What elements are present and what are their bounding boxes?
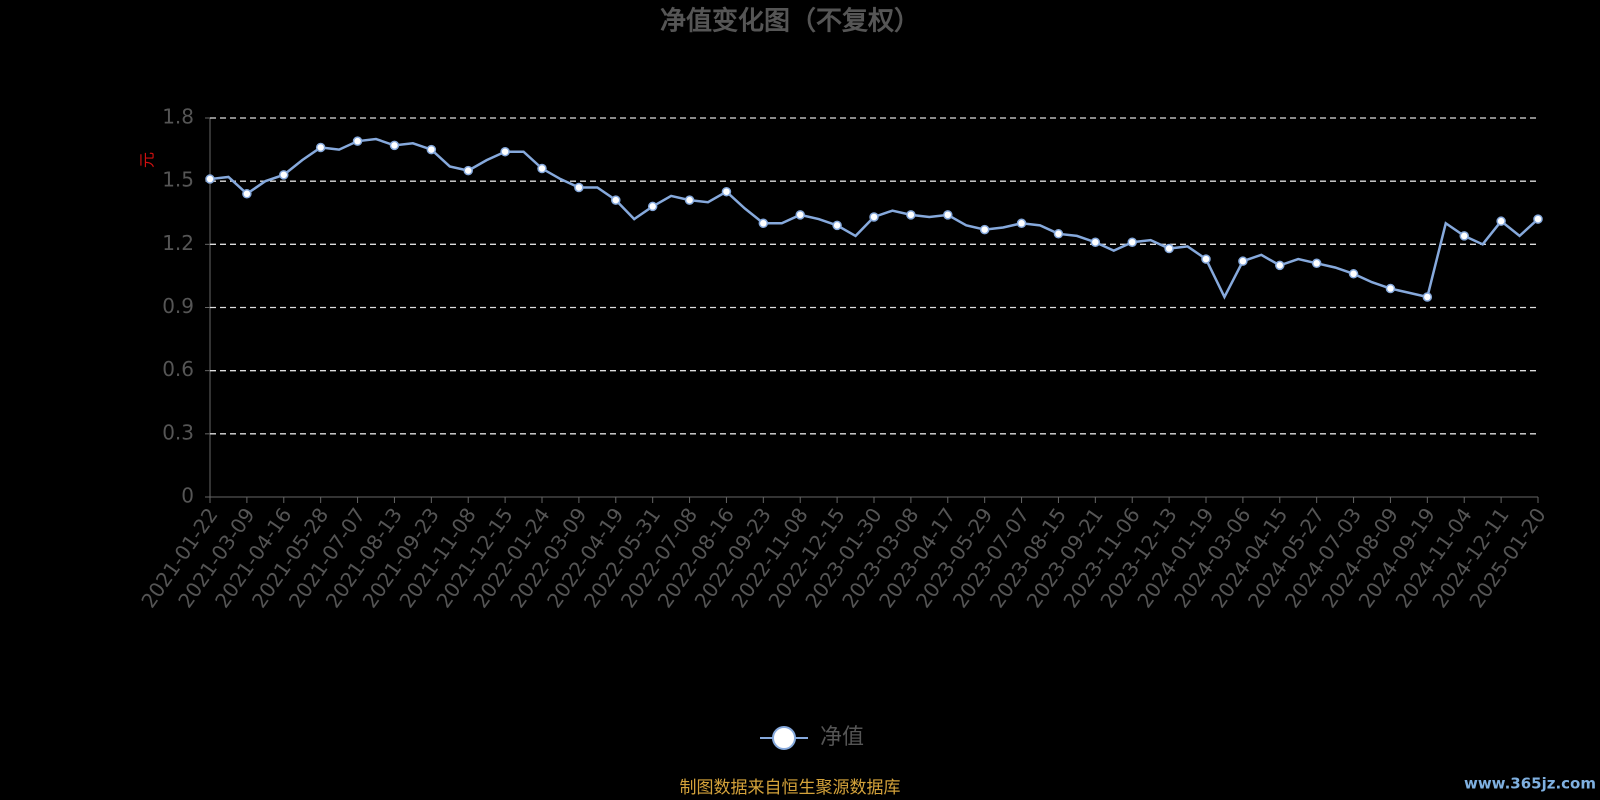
point bbox=[463, 165, 473, 176]
point bbox=[1533, 214, 1543, 224]
point bbox=[1238, 256, 1248, 266]
legend-label: 净值 bbox=[820, 725, 864, 750]
point bbox=[758, 218, 769, 229]
y-tick-label: 0 bbox=[181, 484, 194, 508]
point bbox=[795, 210, 805, 220]
y-tick-label: 1.8 bbox=[162, 105, 194, 129]
point bbox=[1422, 292, 1433, 302]
y-tick-label: 0.9 bbox=[162, 294, 194, 318]
point bbox=[1164, 243, 1174, 254]
point bbox=[906, 210, 916, 220]
point bbox=[426, 144, 437, 155]
point bbox=[1201, 254, 1211, 264]
point bbox=[1348, 269, 1359, 279]
point bbox=[869, 212, 879, 222]
legend-symbol bbox=[772, 726, 796, 750]
y-tick-label: 0.6 bbox=[162, 357, 194, 381]
point bbox=[500, 146, 510, 157]
source-note: 制图数据来自恒生聚源数据库 bbox=[680, 778, 901, 798]
point bbox=[279, 170, 289, 180]
point bbox=[611, 195, 621, 205]
y-tick-label: 1.5 bbox=[162, 168, 194, 192]
y-tick-label: 0.3 bbox=[162, 420, 194, 444]
y-axis-label: 元 bbox=[138, 152, 157, 168]
point bbox=[1090, 237, 1101, 247]
point bbox=[205, 174, 215, 184]
point bbox=[574, 182, 584, 193]
point bbox=[1385, 283, 1396, 294]
point bbox=[979, 224, 990, 235]
point bbox=[389, 140, 400, 151]
point bbox=[242, 189, 252, 199]
point bbox=[1275, 260, 1285, 271]
point bbox=[315, 142, 326, 153]
point bbox=[943, 210, 953, 220]
point bbox=[1459, 231, 1469, 241]
point bbox=[352, 136, 363, 146]
chart-title: 净值变化图（不复权） bbox=[660, 6, 920, 37]
watermark: www.365jz.com bbox=[1464, 775, 1596, 793]
point bbox=[1311, 258, 1322, 269]
point bbox=[1127, 237, 1137, 247]
point bbox=[1496, 216, 1506, 226]
point bbox=[1053, 229, 1064, 239]
point bbox=[647, 201, 658, 212]
y-tick-label: 1.2 bbox=[162, 231, 194, 255]
point bbox=[832, 220, 842, 231]
point bbox=[684, 195, 695, 205]
point bbox=[537, 163, 547, 174]
point bbox=[1016, 218, 1027, 229]
point bbox=[721, 186, 732, 197]
